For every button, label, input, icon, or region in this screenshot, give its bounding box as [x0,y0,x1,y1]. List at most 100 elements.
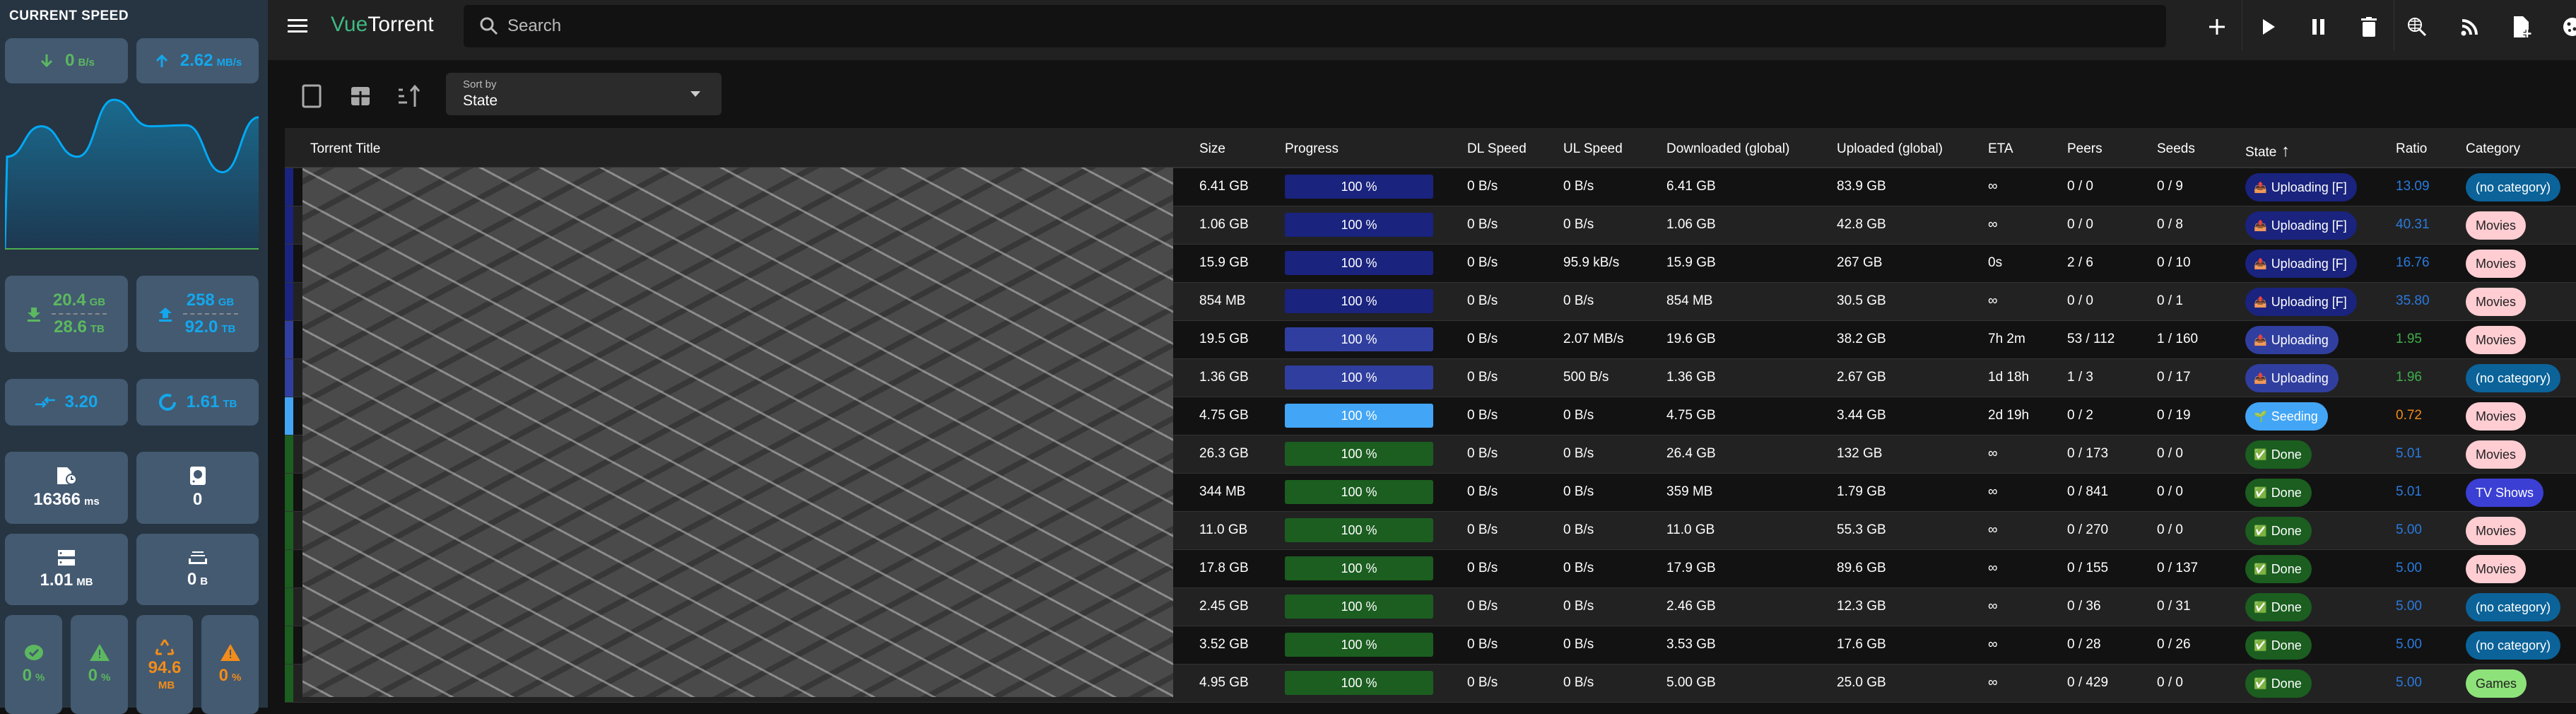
size-cell: 26.3 GB [1199,446,1249,462]
delete-button[interactable] [2355,13,2383,41]
speed-graph-area [5,100,259,250]
progress-bar: 100 % [1285,518,1433,542]
uploaded-cell: 25.0 GB [1837,675,1886,691]
downloaded-cell: 2.46 GB [1666,599,1716,614]
tray-stack-icon [188,550,208,566]
uploaded-cell: 267 GB [1837,255,1882,271]
sort-direction-icon[interactable] [397,84,421,108]
state-color-stripe [285,665,293,702]
state-badge: ✅Done [2245,593,2312,621]
downloaded-cell: 1.06 GB [1666,217,1716,233]
file-clock-icon [56,466,77,486]
eta-cell: ∞ [1988,522,1998,538]
state-color-stripe [285,206,293,244]
column-header-size[interactable]: Size [1199,141,1225,157]
search-online-button[interactable] [2403,13,2431,41]
ratio-cell: 5.01 [2396,484,2422,500]
alltime-uploaded: 92.0 [185,317,218,336]
column-header-downloaded-global[interactable]: Downloaded (global) [1666,141,1789,157]
add-file-button[interactable] [2508,13,2536,41]
progress-bar: 100 % [1285,404,1433,428]
circle-progress-icon [158,393,177,411]
outbox-tray-icon: 📤 [2254,257,2267,270]
seeds-cell: 0 / 17 [2157,370,2191,385]
column-header-category[interactable]: Category [2466,141,2520,157]
size-cell: 1.36 GB [1199,370,1249,385]
column-header-progress[interactable]: Progress [1285,141,1339,157]
seedling-icon: 🌱 [2254,410,2267,423]
column-header-dl-speed[interactable]: DL Speed [1467,141,1527,157]
add-torrent-button[interactable] [2203,13,2231,41]
column-header-eta[interactable]: ETA [1988,141,2013,157]
state-badge: 📤Uploading [2245,364,2339,392]
downloaded-cell: 359 MB [1666,484,1712,500]
search-input[interactable]: Search [464,5,2166,47]
free-space-unit: TB [223,398,237,410]
ratio-cell: 5.00 [2396,599,2422,614]
progress-bar: 100 % [1285,480,1433,504]
column-header-seeds[interactable]: Seeds [2157,141,2195,157]
column-header-torrent-title[interactable]: Torrent Title [310,141,380,157]
downloaded-cell: 26.4 GB [1666,446,1716,462]
sort-ascending-icon: ↑ [2276,141,2290,160]
alltime-uploaded-unit: TB [221,323,235,335]
redacted-title-image [302,168,1173,697]
file-plus-icon [2512,16,2532,38]
state-label: Seeding [2271,409,2318,424]
state-badge: ✅Done [2245,555,2312,583]
category-chip: Movies [2466,211,2526,240]
dl-cell: 0 B/s [1467,255,1498,271]
ul-cell: 0 B/s [1563,675,1594,691]
ratio-cell: 5.00 [2396,675,2422,691]
uploaded-cell: 2.67 GB [1837,370,1886,385]
column-header-ul-speed[interactable]: UL Speed [1563,141,1623,157]
state-label: Done [2271,638,2302,653]
eta-cell: ∞ [1988,446,1998,462]
table-header: Torrent Title Size Progress DL Speed UL Spee… [285,128,2576,168]
seeds-cell: 1 / 160 [2157,332,2198,347]
peers-cell: 0 / 173 [2067,446,2108,462]
menu-icon[interactable] [288,19,307,33]
ratio-cell: 40.31 [2396,217,2430,233]
downloaded-cell: 15.9 GB [1666,255,1716,271]
outbox-tray-icon: 📤 [2254,181,2267,194]
check-box-icon: ✅ [2254,486,2267,499]
sort-by-select[interactable]: Sort by State [446,73,722,115]
size-cell: 11.0 GB [1199,522,1247,538]
size-cell: 344 MB [1199,484,1245,500]
check-box-icon: ✅ [2254,677,2267,690]
select-mode-icon[interactable] [300,84,324,108]
read-overload-unit: % [232,672,241,684]
disk-jobs-value: 0 [193,490,202,510]
state-color-stripe [285,512,293,549]
state-label: Done [2271,447,2302,462]
column-header-uploaded-global[interactable]: Uploaded (global) [1837,141,1943,157]
grid-view-icon[interactable] [348,84,372,108]
column-header-ratio[interactable]: Ratio [2396,141,2427,157]
ul-cell: 0 B/s [1563,179,1594,194]
state-badge: ✅Done [2245,479,2312,507]
check-box-icon: ✅ [2254,448,2267,461]
write-overload-value: 0 [88,666,98,685]
column-header-peers[interactable]: Peers [2067,141,2102,157]
logout-button[interactable] [2558,13,2576,41]
size-cell: 4.75 GB [1199,408,1249,423]
column-header-state[interactable]: State ↑ [2245,141,2290,161]
eta-cell: ∞ [1988,561,1998,576]
downloaded-cell: 3.53 GB [1666,637,1716,652]
resume-button[interactable] [2254,13,2283,41]
dl-cell: 0 B/s [1467,484,1498,500]
category-chip: Movies [2466,288,2526,316]
state-color-stripe [285,321,293,358]
ul-cell: 0 B/s [1563,484,1594,500]
session-uploaded: 258 [187,291,215,310]
logo-vue: Vue [331,13,367,36]
eta-cell: ∞ [1988,179,1998,194]
pause-button[interactable] [2305,13,2333,41]
dl-cell: 0 B/s [1467,599,1498,614]
seeds-cell: 0 / 137 [2157,561,2198,576]
rss-button[interactable] [2456,13,2484,41]
seeds-cell: 0 / 26 [2157,637,2191,652]
